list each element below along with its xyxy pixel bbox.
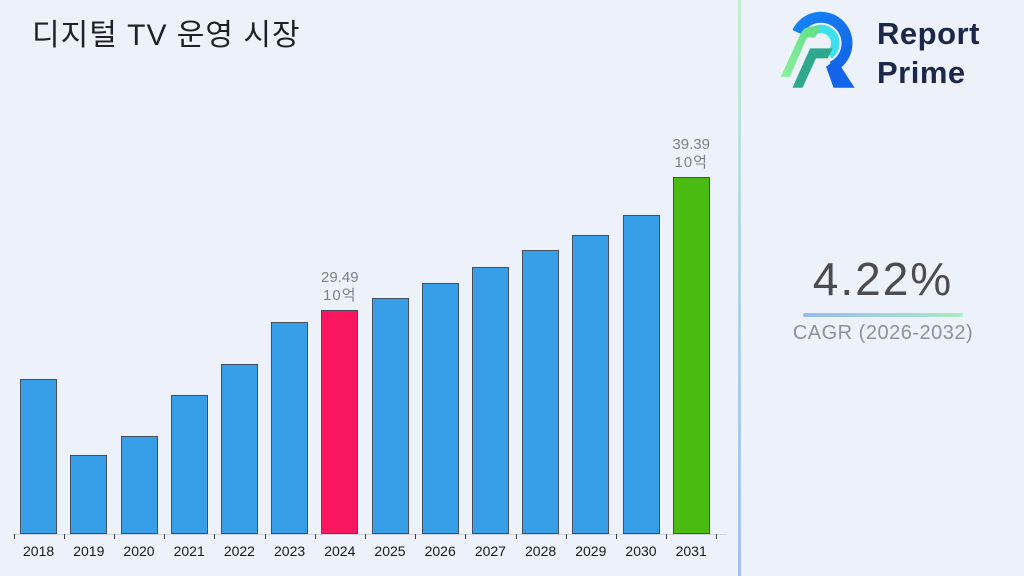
x-axis-tick (415, 534, 417, 539)
x-axis-tick (63, 534, 65, 539)
x-axis-tick (364, 534, 366, 539)
x-tick-label-2019: 2019 (73, 543, 105, 559)
bar-2020 (120, 436, 158, 534)
bar-2030 (622, 215, 660, 534)
logo-text: Report Prime (877, 14, 980, 92)
x-tick-label-2029: 2029 (575, 543, 607, 559)
bar-2029 (572, 235, 610, 534)
bar-chart: 2018 2019 2020 2021 2022 2023 2024 2025 2026 2027… (13, 136, 727, 559)
bar-2027 (471, 267, 509, 534)
cagr-underline (803, 313, 963, 317)
page-title: 디지털 TV 운영 시장 (32, 19, 301, 52)
bar-2023 (271, 322, 309, 534)
x-axis-tick (314, 534, 316, 539)
x-axis-tick (264, 534, 266, 539)
x-tick-label-2023: 2023 (274, 543, 306, 559)
x-tick-label-2028: 2028 (525, 543, 557, 559)
x-axis-tick (716, 534, 718, 539)
logo-text-line1: Report (877, 16, 980, 51)
x-axis-tick (515, 534, 517, 539)
x-axis-tick (565, 534, 567, 539)
x-tick-label-2030: 2030 (625, 543, 657, 559)
cagr-stat: 4.22% CAGR (2026-2032) (763, 252, 1003, 345)
value-label-2024: 29.49 10억 (321, 269, 359, 304)
bar-2021 (170, 395, 208, 534)
report-prime-logo-icon (780, 11, 855, 88)
x-tick-label-2026: 2026 (424, 543, 456, 559)
x-tick-label-2024: 2024 (324, 543, 356, 559)
report-prime-logo: Report Prime (778, 8, 980, 92)
value-label-2031: 39.39 10억 (672, 136, 710, 171)
x-axis-tick (615, 534, 617, 539)
x-tick-label-2031: 2031 (675, 543, 707, 559)
x-axis-tick (666, 534, 668, 539)
bar-2022 (220, 364, 258, 534)
x-axis-tick (113, 534, 115, 539)
x-tick-label-2020: 2020 (123, 543, 155, 559)
x-axis-line (13, 534, 727, 535)
bar-2018 (20, 379, 58, 534)
x-tick-label-2027: 2027 (474, 543, 506, 559)
cagr-value: 4.22% (812, 253, 954, 305)
x-tick-label-2018: 2018 (23, 543, 55, 559)
cagr-label: CAGR (2026-2032) (792, 322, 974, 344)
bar-2024 (321, 310, 359, 534)
x-axis-tick (164, 534, 166, 539)
vertical-divider (738, 0, 741, 576)
x-axis-tick (13, 534, 15, 539)
logo-text-line2: Prime (877, 55, 966, 90)
x-axis-tick (465, 534, 467, 539)
x-axis-tick (214, 534, 216, 539)
x-tick-label-2025: 2025 (374, 543, 406, 559)
x-tick-label-2022: 2022 (223, 543, 255, 559)
x-tick-label-2021: 2021 (173, 543, 205, 559)
bar-2031 (672, 177, 710, 534)
bar-2028 (522, 250, 560, 534)
bar-2026 (421, 283, 459, 534)
bar-2025 (371, 298, 409, 534)
bar-2019 (70, 455, 108, 534)
